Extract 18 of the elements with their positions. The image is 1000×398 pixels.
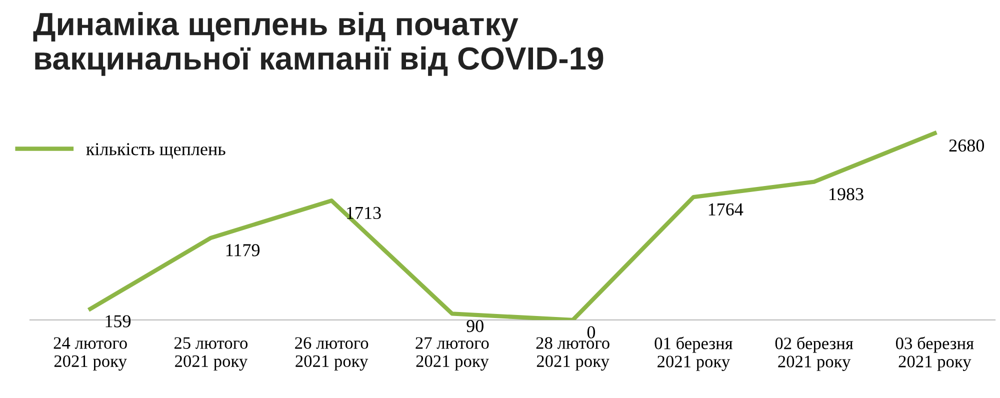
data-label: 1983	[830, 188, 864, 200]
data-label: 1764	[708, 203, 744, 216]
x-tick-label: 28 лютого 2021 року	[536, 337, 610, 371]
x-tick-label: 25 лютого 2021 року	[174, 337, 248, 371]
x-tick-label: 02 березня 2021 року	[775, 336, 854, 371]
x-tick-label: 01 березня 2021 року	[654, 336, 732, 371]
data-label: 0	[587, 326, 596, 338]
x-tick-label: 03 березня 2021 року	[896, 336, 974, 371]
data-label: 1179	[226, 244, 260, 256]
x-tick-label: 27 лютого 2021 року	[416, 337, 489, 371]
data-label: 1713	[347, 206, 381, 220]
legend-label: кількість щеплень	[86, 143, 226, 159]
data-label: 159	[106, 315, 131, 328]
chart-title: Динаміка щеплень від початку вакцинальної кампанії від COVID-19	[33, 12, 604, 76]
data-label: 90	[466, 320, 484, 332]
x-tick-label: 26 лютого 2021 року	[295, 337, 368, 371]
data-label: 2680	[949, 139, 984, 152]
x-tick-label: 24 лютого 2021 року	[54, 337, 127, 371]
